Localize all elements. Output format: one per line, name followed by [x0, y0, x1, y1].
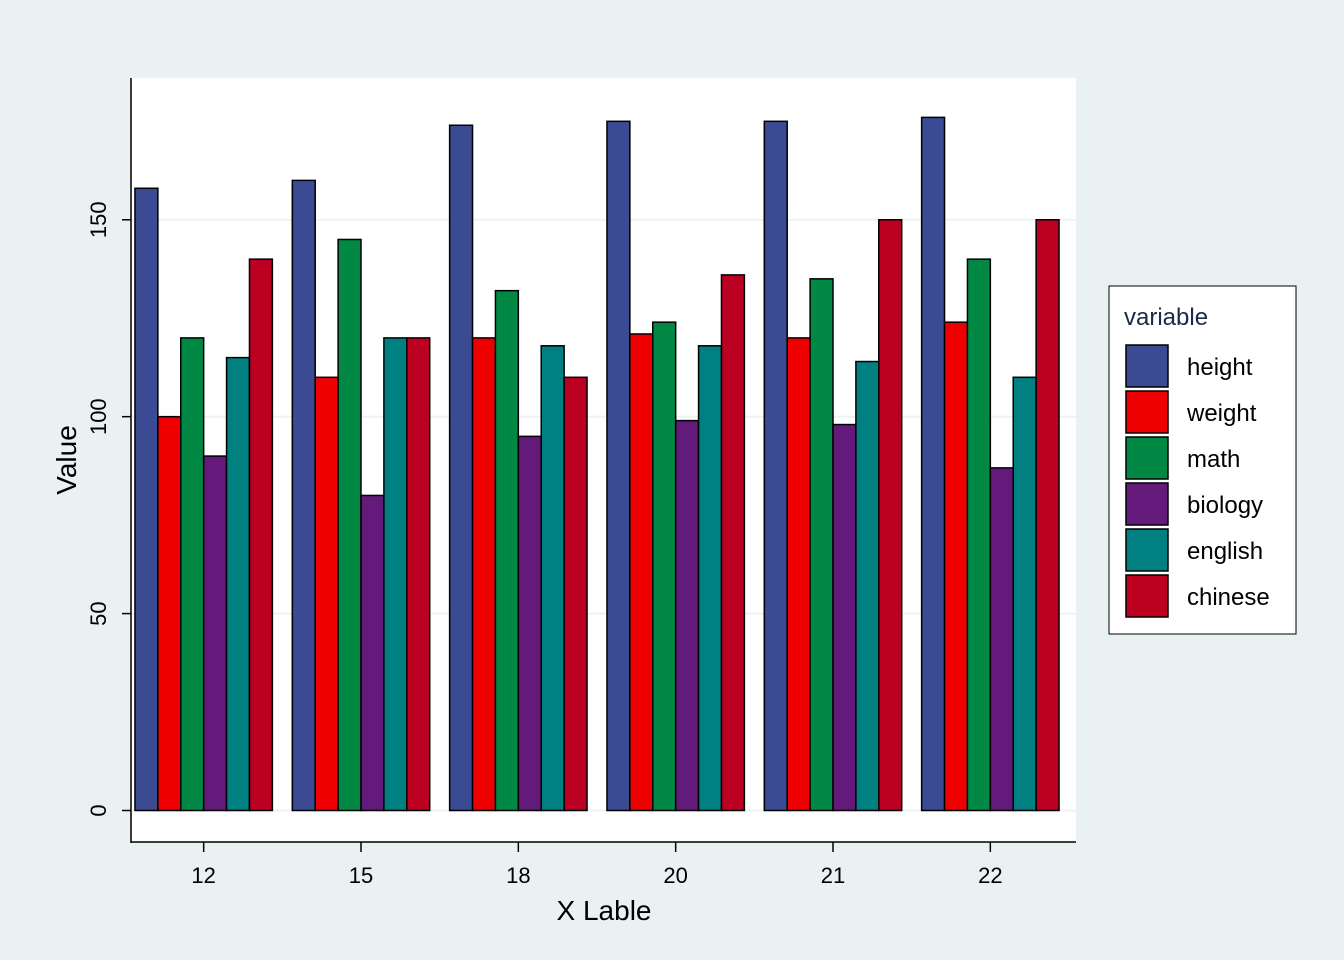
bar-biology-21	[832, 423, 857, 812]
bar-math-12	[180, 337, 205, 812]
x-tick-label: 18	[506, 863, 530, 888]
bar-chinese-12	[248, 258, 274, 812]
bar-biology-18	[517, 435, 542, 812]
bar-english-15	[383, 337, 408, 812]
bar-math-18	[494, 289, 520, 812]
legend-title: variable	[1124, 304, 1208, 331]
bar-math-21	[809, 278, 834, 812]
bar-math-20	[652, 321, 677, 812]
y-tick-label: 150	[86, 201, 111, 238]
x-tick-label: 21	[821, 863, 845, 888]
bar-weight-12	[157, 415, 182, 812]
x-axis-title: X Lable	[557, 895, 652, 926]
legend: variable height weight math biology english c…	[1108, 285, 1297, 635]
x-tick-label: 22	[978, 863, 1002, 888]
y-tick-label: 100	[86, 398, 111, 435]
bar-biology-12	[202, 455, 228, 812]
bar-english-22	[1012, 376, 1037, 812]
legend-swatch-height	[1125, 344, 1169, 388]
legend-swatch-chinese	[1125, 574, 1169, 618]
bar-height-12	[134, 187, 159, 812]
bar-chinese-20	[720, 274, 746, 812]
legend-label-weight: weight	[1186, 400, 1257, 427]
bar-height-15	[291, 179, 316, 812]
x-tick-label: 15	[349, 863, 373, 888]
bar-math-15	[337, 238, 362, 812]
bar-chinese-21	[878, 219, 903, 812]
bar-english-20	[697, 345, 723, 812]
bar-weight-15	[314, 376, 339, 812]
y-tick-label: 0	[86, 804, 111, 816]
bar-math-22	[966, 258, 992, 812]
bar-weight-21	[786, 337, 811, 812]
x-ticks: 12 15 18 20 21 22	[191, 842, 1003, 888]
y-axis-title: Value	[51, 425, 82, 495]
x-tick-label: 20	[663, 863, 687, 888]
plot-area	[132, 78, 1076, 842]
legend-label-height: height	[1187, 354, 1253, 381]
bar-chinese-15	[406, 337, 431, 812]
y-tick-label: 50	[86, 601, 111, 625]
bar-weight-20	[629, 333, 654, 812]
bar-height-21	[763, 120, 788, 812]
legend-label-biology: biology	[1187, 492, 1263, 519]
bar-biology-15	[360, 494, 385, 812]
bar-chinese-18	[563, 376, 588, 812]
legend-swatch-english	[1125, 528, 1169, 572]
bar-biology-20	[674, 419, 700, 812]
bar-height-22	[920, 116, 946, 812]
gridlines	[132, 218, 1076, 812]
bar-chinese-22	[1035, 219, 1060, 812]
bars	[134, 116, 1060, 812]
legend-items: height weight math biology english chinese	[1125, 344, 1270, 618]
bar-height-20	[606, 120, 631, 812]
legend-swatch-weight	[1125, 390, 1169, 434]
legend-label-english: english	[1187, 538, 1263, 565]
bar-english-21	[855, 360, 880, 812]
x-tick-label: 12	[191, 863, 215, 888]
bar-weight-18	[471, 337, 497, 812]
bar-english-18	[540, 345, 565, 812]
bar-english-12	[225, 356, 251, 812]
legend-swatch-math	[1125, 436, 1169, 480]
y-ticks: 0 50 100 150	[86, 201, 131, 817]
bar-biology-22	[989, 467, 1014, 812]
legend-label-chinese: chinese	[1187, 584, 1270, 611]
legend-swatch-biology	[1125, 482, 1169, 526]
bar-weight-22	[943, 321, 969, 812]
legend-label-math: math	[1187, 446, 1240, 473]
axes	[130, 78, 1076, 843]
bar-height-18	[448, 124, 474, 812]
